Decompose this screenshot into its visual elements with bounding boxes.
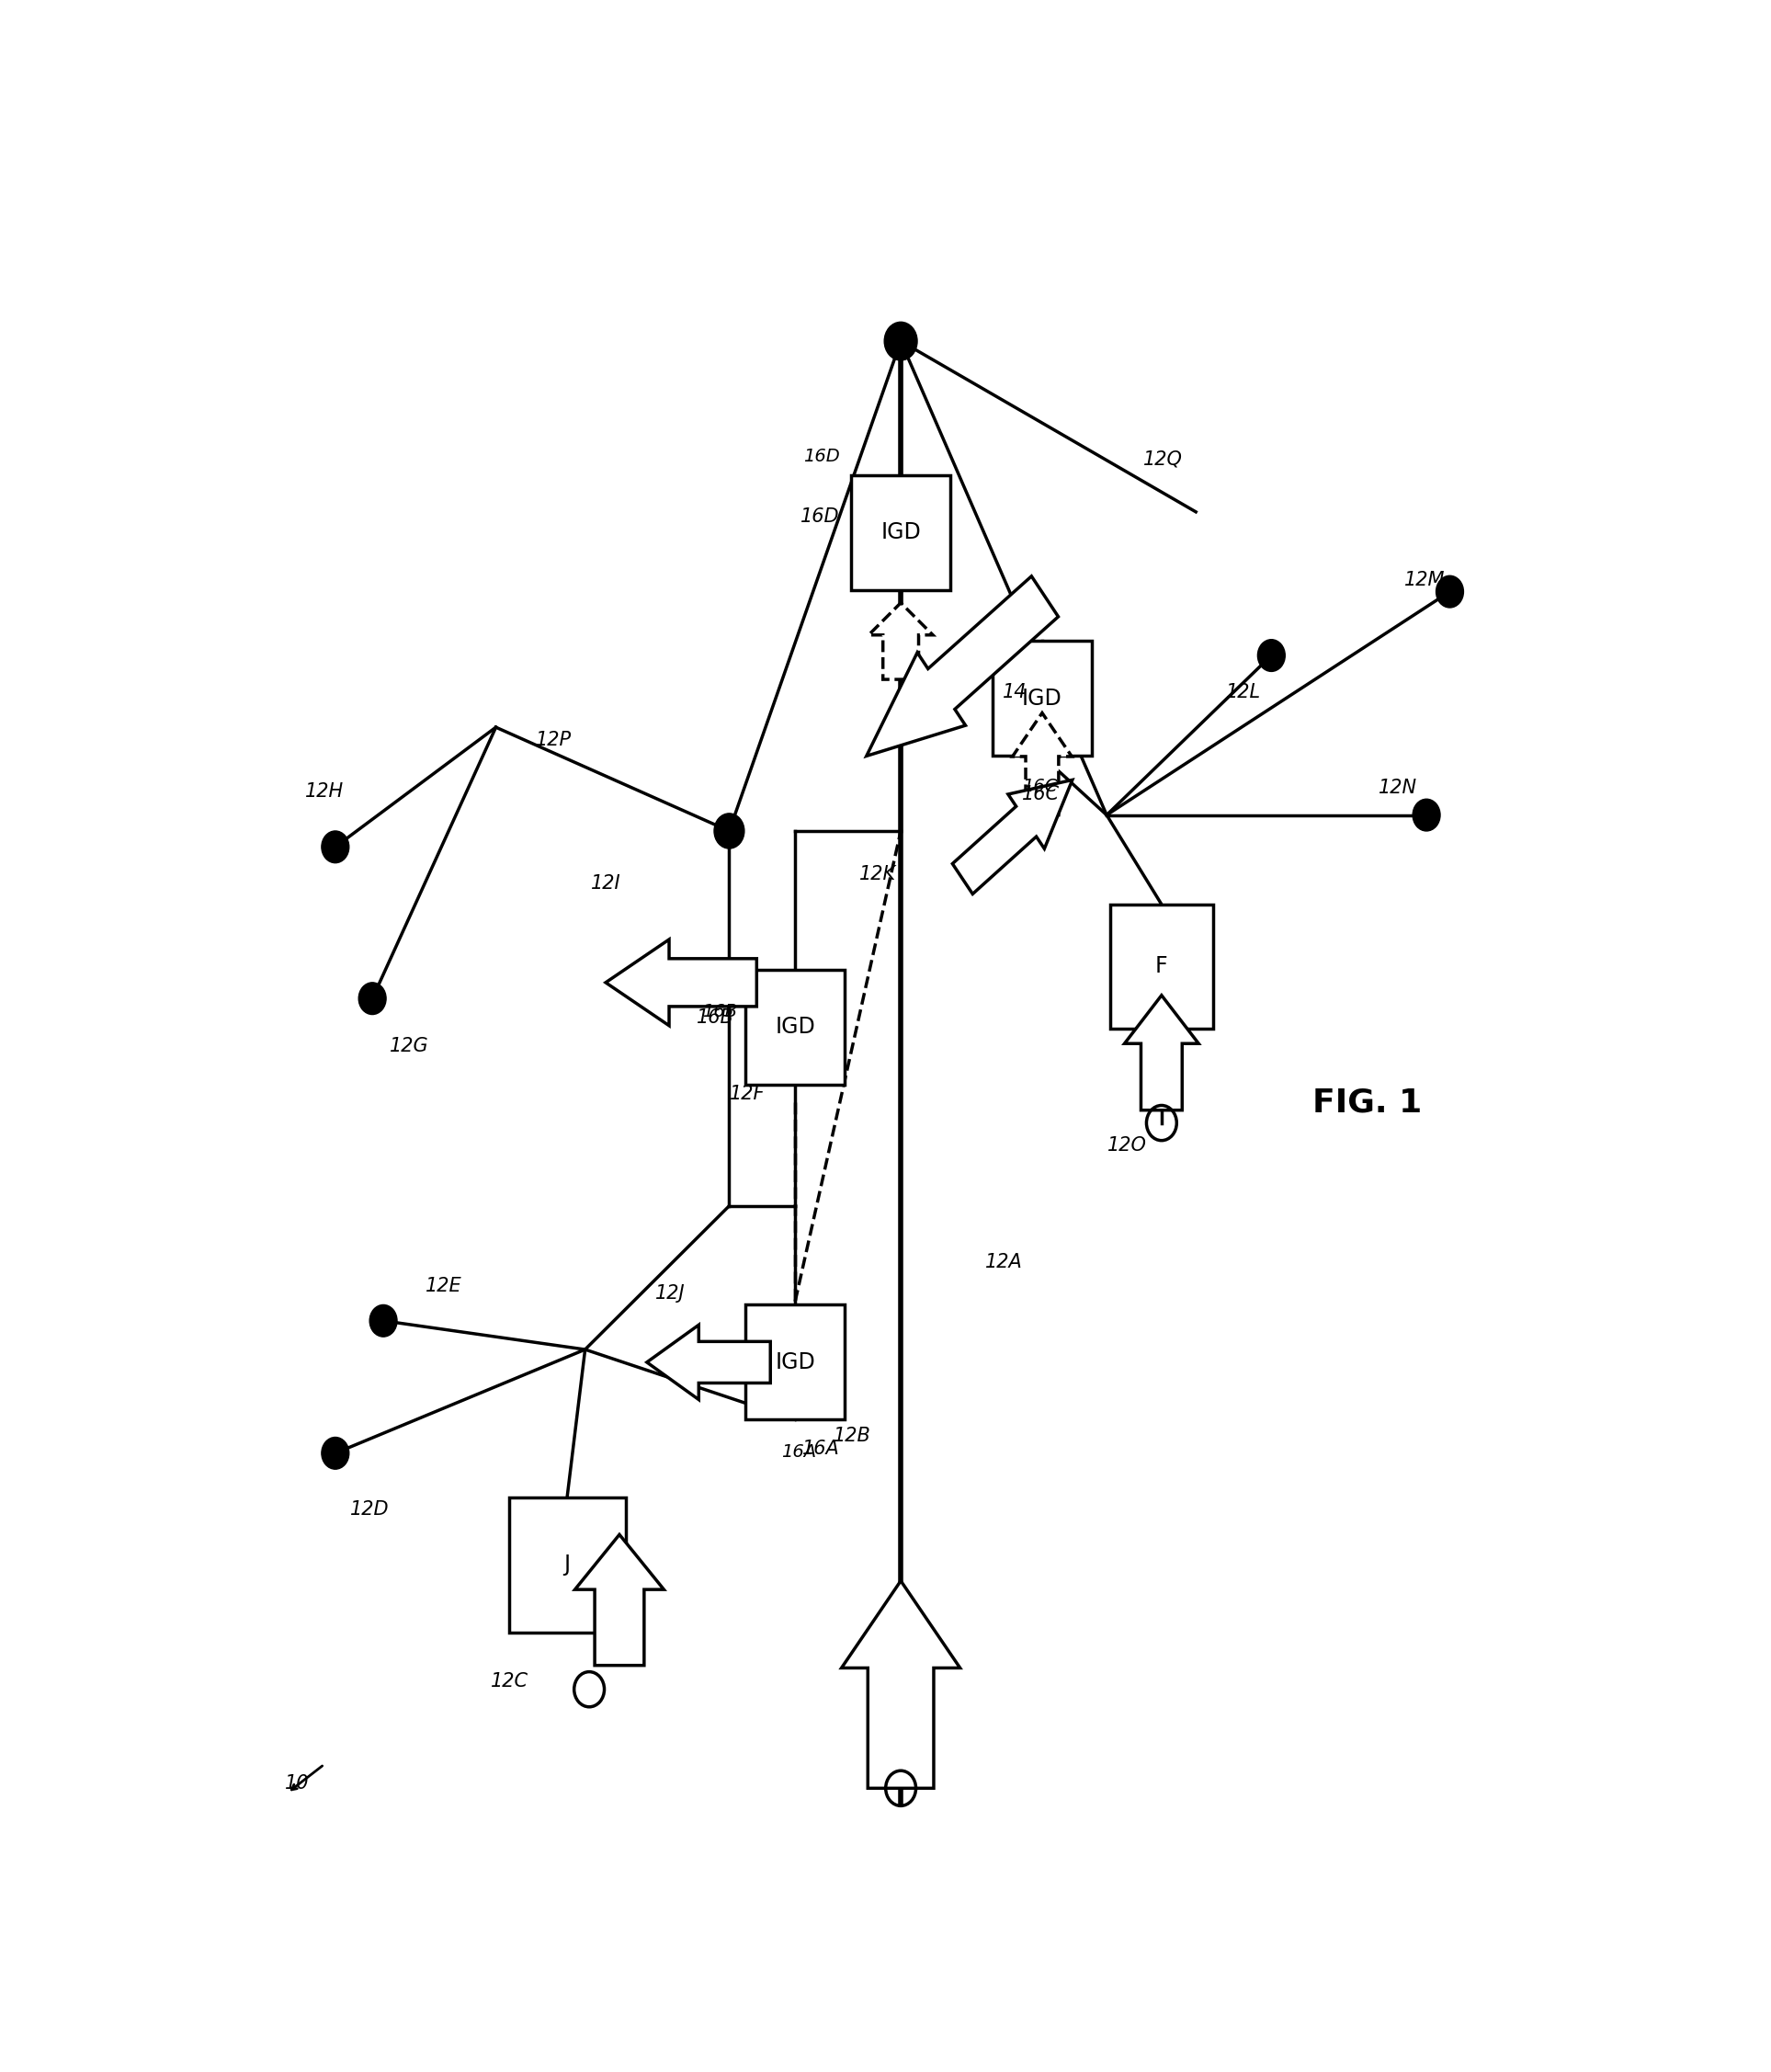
Text: 12P: 12P bbox=[535, 731, 572, 750]
Circle shape bbox=[1257, 640, 1286, 671]
Text: 12E: 12E bbox=[425, 1276, 462, 1295]
Polygon shape bbox=[868, 603, 933, 680]
Bar bbox=[746, 970, 845, 1084]
Bar bbox=[852, 474, 951, 591]
Text: IGD: IGD bbox=[1022, 688, 1063, 709]
Circle shape bbox=[322, 831, 349, 862]
Text: 12Q: 12Q bbox=[1144, 450, 1183, 468]
Bar bbox=[508, 1498, 625, 1633]
Text: 12O: 12O bbox=[1107, 1135, 1148, 1154]
Text: 16B: 16B bbox=[696, 1009, 735, 1028]
Polygon shape bbox=[606, 939, 756, 1026]
Circle shape bbox=[370, 1305, 397, 1336]
Text: 12B: 12B bbox=[834, 1426, 871, 1444]
Polygon shape bbox=[841, 1581, 960, 1788]
Text: 10: 10 bbox=[285, 1774, 310, 1792]
Text: 12L: 12L bbox=[1226, 684, 1261, 700]
Polygon shape bbox=[576, 1535, 664, 1666]
Bar bbox=[994, 640, 1091, 756]
Polygon shape bbox=[866, 576, 1059, 756]
Text: 12D: 12D bbox=[351, 1500, 390, 1519]
Circle shape bbox=[1436, 576, 1463, 607]
Circle shape bbox=[322, 1438, 349, 1469]
Text: 12G: 12G bbox=[390, 1038, 429, 1055]
Polygon shape bbox=[1013, 713, 1071, 816]
Bar bbox=[746, 1305, 845, 1419]
Circle shape bbox=[1413, 800, 1440, 831]
Circle shape bbox=[714, 814, 744, 850]
Text: 12J: 12J bbox=[655, 1285, 685, 1303]
Text: 16A: 16A bbox=[781, 1442, 816, 1461]
Text: FIG. 1: FIG. 1 bbox=[1312, 1086, 1422, 1117]
Text: 14: 14 bbox=[1002, 684, 1027, 700]
Text: 12A: 12A bbox=[985, 1254, 1022, 1270]
Text: 16A: 16A bbox=[802, 1440, 839, 1457]
Text: 16C: 16C bbox=[1022, 777, 1057, 796]
Text: 12I: 12I bbox=[592, 874, 620, 893]
Text: F: F bbox=[1155, 955, 1167, 978]
Polygon shape bbox=[1125, 995, 1199, 1111]
Text: IGD: IGD bbox=[776, 1351, 815, 1374]
Text: 12F: 12F bbox=[730, 1086, 765, 1104]
Circle shape bbox=[884, 321, 917, 361]
Text: 16B: 16B bbox=[701, 1003, 737, 1019]
Text: IGD: IGD bbox=[880, 522, 921, 543]
Text: 16D: 16D bbox=[802, 448, 839, 464]
Bar bbox=[1110, 903, 1213, 1030]
Text: 16D: 16D bbox=[800, 508, 839, 526]
Text: 12M: 12M bbox=[1404, 572, 1445, 591]
Text: J: J bbox=[563, 1554, 570, 1577]
Text: 16C: 16C bbox=[1022, 785, 1059, 804]
Circle shape bbox=[358, 982, 386, 1015]
Text: 12N: 12N bbox=[1378, 779, 1417, 798]
Polygon shape bbox=[953, 779, 1071, 893]
Text: 12H: 12H bbox=[305, 781, 344, 800]
Text: 12K: 12K bbox=[859, 864, 896, 883]
Text: 12C: 12C bbox=[491, 1672, 528, 1691]
Text: IGD: IGD bbox=[776, 1015, 815, 1038]
Polygon shape bbox=[646, 1324, 770, 1399]
